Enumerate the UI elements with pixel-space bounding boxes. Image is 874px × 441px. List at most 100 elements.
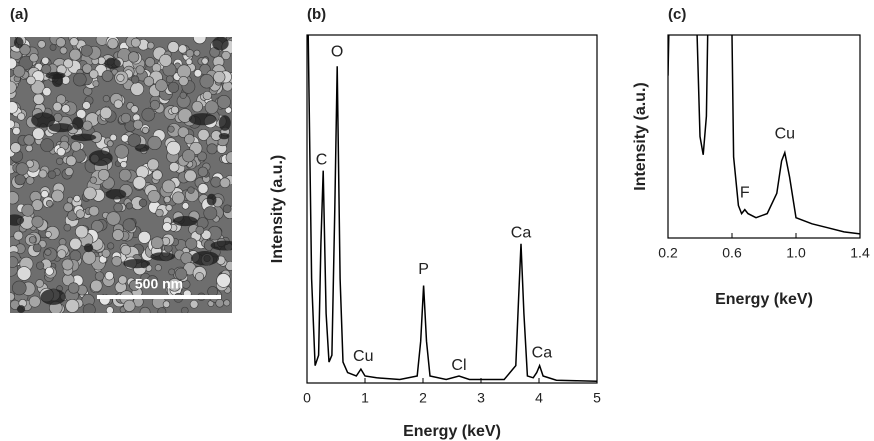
grain: [83, 186, 97, 200]
grain: [147, 190, 161, 204]
grain: [201, 229, 212, 240]
grain: [184, 169, 197, 183]
grain: [199, 74, 214, 89]
grain: [189, 299, 199, 309]
grain: [55, 37, 66, 48]
peak-label: F: [740, 185, 750, 202]
grain: [92, 80, 100, 88]
grain: [213, 71, 226, 84]
pore: [70, 133, 97, 142]
grain: [91, 220, 104, 233]
grain: [75, 225, 89, 239]
grain: [170, 105, 179, 115]
grain: [32, 127, 45, 140]
grain: [63, 202, 73, 213]
grain: [69, 37, 79, 47]
grain: [210, 176, 222, 188]
pore: [10, 214, 25, 226]
grain: [106, 211, 121, 226]
grain: [107, 38, 119, 50]
grain: [107, 242, 115, 250]
x-tick-label: 1.0: [786, 245, 806, 261]
grain: [63, 58, 74, 69]
grain: [102, 95, 110, 103]
grain: [14, 174, 26, 186]
grain: [56, 157, 64, 165]
grain: [203, 206, 218, 221]
grain: [26, 75, 36, 86]
grain: [216, 94, 231, 109]
pore: [218, 115, 231, 131]
peak-label: Cu: [775, 126, 795, 143]
pore: [134, 144, 150, 152]
grain: [29, 53, 39, 63]
grain: [13, 65, 26, 78]
grain: [144, 57, 156, 68]
grain: [113, 202, 123, 213]
grain: [113, 99, 123, 109]
grain: [162, 222, 172, 232]
grain: [215, 298, 224, 308]
grain: [150, 99, 161, 110]
grain: [159, 54, 172, 67]
grain: [142, 126, 149, 134]
grain: [172, 191, 185, 205]
grain: [163, 195, 171, 204]
peak-label: Ca: [532, 344, 553, 361]
grain: [52, 101, 63, 112]
pore: [16, 305, 26, 313]
grain: [191, 100, 203, 113]
pore: [72, 116, 84, 130]
grain: [161, 179, 176, 194]
grain: [61, 258, 74, 271]
grain: [112, 229, 124, 241]
grain: [169, 161, 180, 173]
grain: [125, 202, 133, 210]
grain: [49, 43, 57, 51]
grain: [151, 169, 163, 181]
plot-frame: [306, 34, 598, 384]
panel-label: (a): [10, 6, 28, 23]
grain: [223, 299, 231, 307]
grain: [118, 275, 128, 285]
grain: [146, 275, 159, 287]
peak-label: C: [316, 151, 328, 168]
grain: [31, 199, 44, 211]
grain: [32, 243, 42, 253]
pore: [104, 58, 121, 69]
grain: [10, 101, 19, 114]
grain: [69, 48, 82, 61]
grain: [221, 50, 231, 60]
grain: [73, 194, 81, 203]
grain: [25, 159, 34, 168]
y-axis-title: Intensity (a.u.): [269, 155, 286, 263]
grain: [120, 160, 128, 169]
x-tick-label: 4: [535, 390, 543, 406]
grain: [157, 307, 167, 313]
grain: [185, 49, 195, 58]
grain: [167, 278, 182, 292]
grain: [10, 191, 20, 205]
peak-label: Ca: [511, 225, 532, 242]
grain: [94, 271, 105, 281]
grain: [25, 144, 33, 153]
pore: [123, 258, 151, 269]
grain: [101, 70, 114, 82]
grain: [21, 203, 35, 217]
grain: [75, 209, 85, 219]
sem-image: [10, 37, 232, 313]
grain: [45, 199, 53, 207]
grain: [141, 107, 156, 122]
pore: [188, 113, 217, 126]
grain: [138, 231, 151, 244]
grain: [175, 267, 188, 280]
grain: [195, 225, 205, 235]
pore: [218, 132, 230, 140]
grain: [123, 299, 136, 312]
grain: [19, 55, 34, 70]
grain: [193, 49, 201, 57]
plot-frame: [667, 34, 861, 239]
grain: [82, 250, 97, 265]
